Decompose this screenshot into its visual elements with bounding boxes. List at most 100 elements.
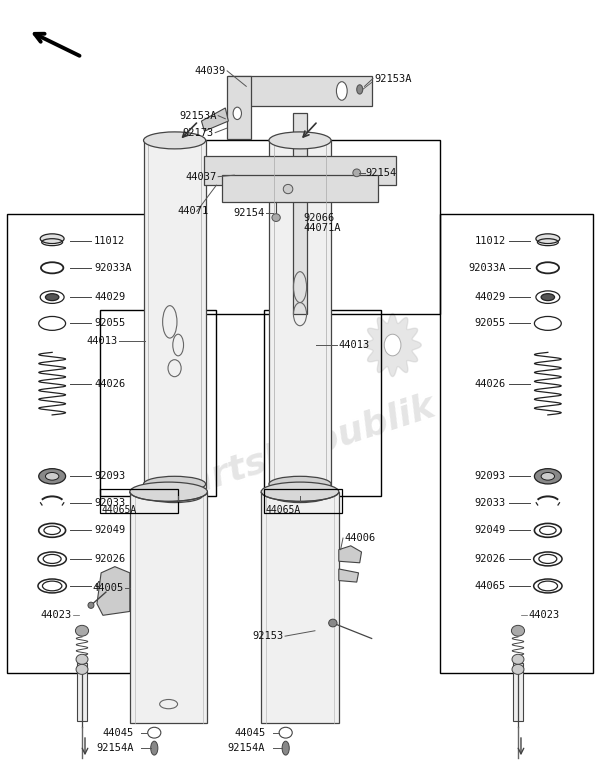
Bar — [264, 490, 342, 512]
Text: 44045: 44045 — [103, 728, 134, 738]
Ellipse shape — [541, 294, 554, 301]
Bar — [261, 492, 339, 723]
Polygon shape — [202, 108, 229, 131]
Bar — [130, 492, 208, 723]
Bar — [100, 490, 178, 512]
Text: 44013: 44013 — [339, 340, 370, 350]
Ellipse shape — [151, 741, 158, 755]
Text: 44005: 44005 — [92, 584, 124, 594]
Text: 92066: 92066 — [303, 212, 334, 222]
Text: 92093: 92093 — [94, 471, 125, 481]
Text: PartsRepublik: PartsRepublik — [161, 390, 439, 509]
Text: 44039: 44039 — [194, 66, 226, 76]
Bar — [513, 663, 523, 721]
Text: 11012: 11012 — [94, 236, 125, 246]
Text: 92154: 92154 — [365, 168, 397, 177]
Bar — [7, 214, 160, 673]
Bar — [143, 140, 206, 488]
Text: 44071: 44071 — [178, 206, 209, 216]
Text: 44037: 44037 — [185, 172, 217, 181]
Ellipse shape — [146, 489, 203, 502]
Bar — [264, 310, 380, 495]
Ellipse shape — [282, 741, 289, 755]
Ellipse shape — [511, 625, 524, 636]
Text: 44065A: 44065A — [102, 505, 137, 515]
Text: 44045: 44045 — [234, 728, 265, 738]
Bar — [269, 140, 331, 488]
Text: 92049: 92049 — [475, 525, 506, 536]
Text: 44071A: 44071A — [303, 223, 340, 233]
Text: 92026: 92026 — [94, 554, 125, 564]
Polygon shape — [339, 546, 362, 563]
Text: 92055: 92055 — [475, 319, 506, 329]
Ellipse shape — [269, 477, 331, 492]
Text: 92033: 92033 — [475, 498, 506, 508]
Text: 44029: 44029 — [475, 292, 506, 302]
Ellipse shape — [353, 169, 361, 177]
Text: 44023: 44023 — [529, 610, 560, 620]
Ellipse shape — [269, 132, 331, 149]
Bar — [229, 76, 371, 105]
Ellipse shape — [143, 477, 206, 492]
Ellipse shape — [233, 107, 241, 119]
Text: 92033A: 92033A — [469, 263, 506, 273]
Text: 92055: 92055 — [94, 319, 125, 329]
Text: 92033: 92033 — [94, 498, 125, 508]
Ellipse shape — [46, 294, 59, 301]
Text: 11012: 11012 — [475, 236, 506, 246]
Text: 44065: 44065 — [475, 581, 506, 591]
Text: 44023: 44023 — [40, 610, 71, 620]
Ellipse shape — [39, 469, 65, 484]
Ellipse shape — [88, 602, 94, 608]
Text: 92153A: 92153A — [179, 111, 217, 121]
Bar — [440, 214, 593, 673]
Ellipse shape — [512, 654, 524, 664]
Bar — [160, 140, 440, 314]
Ellipse shape — [337, 81, 347, 100]
Bar — [293, 113, 307, 314]
Polygon shape — [364, 314, 421, 377]
Ellipse shape — [329, 619, 337, 627]
Bar — [100, 310, 217, 495]
Ellipse shape — [512, 664, 524, 674]
Polygon shape — [97, 567, 130, 615]
Text: 44013: 44013 — [86, 336, 118, 346]
Circle shape — [384, 334, 401, 356]
Ellipse shape — [76, 664, 88, 674]
Text: 44029: 44029 — [94, 292, 125, 302]
Bar — [227, 75, 251, 139]
Text: 92153: 92153 — [252, 631, 283, 641]
Ellipse shape — [541, 473, 554, 480]
Text: 92026: 92026 — [475, 554, 506, 564]
Text: 44026: 44026 — [475, 379, 506, 388]
Ellipse shape — [536, 234, 560, 243]
Text: 44006: 44006 — [345, 533, 376, 543]
Ellipse shape — [46, 473, 59, 480]
Polygon shape — [339, 569, 359, 582]
Text: 44065A: 44065A — [266, 505, 301, 515]
Ellipse shape — [283, 184, 293, 194]
Bar — [223, 175, 377, 202]
Ellipse shape — [143, 132, 206, 149]
Ellipse shape — [272, 214, 280, 222]
Ellipse shape — [535, 469, 561, 484]
Text: 92154A: 92154A — [228, 743, 265, 753]
Text: 92153A: 92153A — [374, 74, 412, 84]
Ellipse shape — [76, 625, 89, 636]
Text: 92154A: 92154A — [97, 743, 134, 753]
Text: 92154: 92154 — [233, 208, 264, 218]
Text: 44026: 44026 — [94, 379, 125, 388]
Ellipse shape — [76, 654, 88, 664]
Bar — [77, 663, 87, 721]
Text: 92093: 92093 — [475, 471, 506, 481]
Ellipse shape — [261, 482, 339, 501]
Text: 92033A: 92033A — [94, 263, 131, 273]
Text: 44065: 44065 — [94, 581, 125, 591]
Text: 92173: 92173 — [182, 128, 214, 138]
Ellipse shape — [272, 489, 328, 502]
Ellipse shape — [130, 482, 208, 501]
Ellipse shape — [357, 84, 363, 94]
Bar — [205, 156, 395, 185]
Ellipse shape — [40, 234, 64, 243]
Text: 92049: 92049 — [94, 525, 125, 536]
